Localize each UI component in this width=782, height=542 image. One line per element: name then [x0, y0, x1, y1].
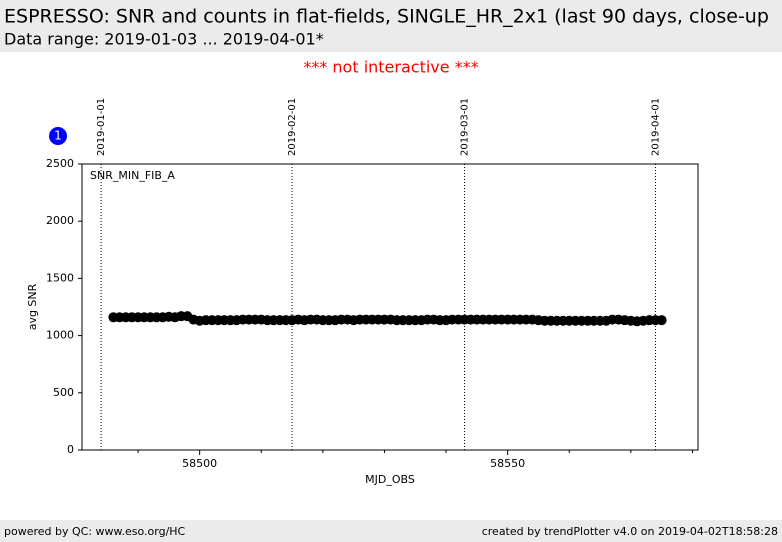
x-tick-label: 58550 — [490, 457, 525, 470]
y-tick-label: 500 — [53, 386, 74, 399]
data-point — [656, 315, 667, 326]
y-tick-label: 0 — [67, 443, 74, 456]
x-axis-label: MJD_OBS — [365, 473, 415, 486]
panel-label: SNR_MIN_FIB_A — [90, 169, 175, 182]
y-tick-label: 2000 — [46, 214, 74, 227]
page-subtitle: Data range: 2019-01-03 ... 2019-04-01* — [4, 30, 324, 49]
y-tick-label: 2500 — [46, 157, 74, 170]
plot-area — [81, 163, 699, 451]
date-label: 2019-02-01 — [287, 98, 298, 156]
page-title: ESPRESSO: SNR and counts in flat-fields,… — [4, 6, 769, 28]
date-label: 2019-03-01 — [460, 98, 471, 156]
footer-right: created by trendPlotter v4.0 on 2019-04-… — [482, 525, 778, 538]
header-bar — [0, 0, 782, 52]
footer-left: powered by QC: www.eso.org/HC — [4, 525, 186, 538]
badge: 1 — [54, 129, 62, 143]
date-label: 2019-01-01 — [96, 98, 107, 156]
date-label: 2019-04-01 — [650, 98, 661, 156]
notice: *** not interactive *** — [303, 58, 478, 77]
x-tick-label: 58500 — [182, 457, 217, 470]
y-tick-label: 1500 — [46, 271, 74, 284]
footer-bar — [0, 520, 782, 542]
y-axis-label: avg SNR — [26, 283, 39, 330]
badge-circle — [49, 127, 67, 145]
y-tick-label: 1000 — [46, 329, 74, 342]
